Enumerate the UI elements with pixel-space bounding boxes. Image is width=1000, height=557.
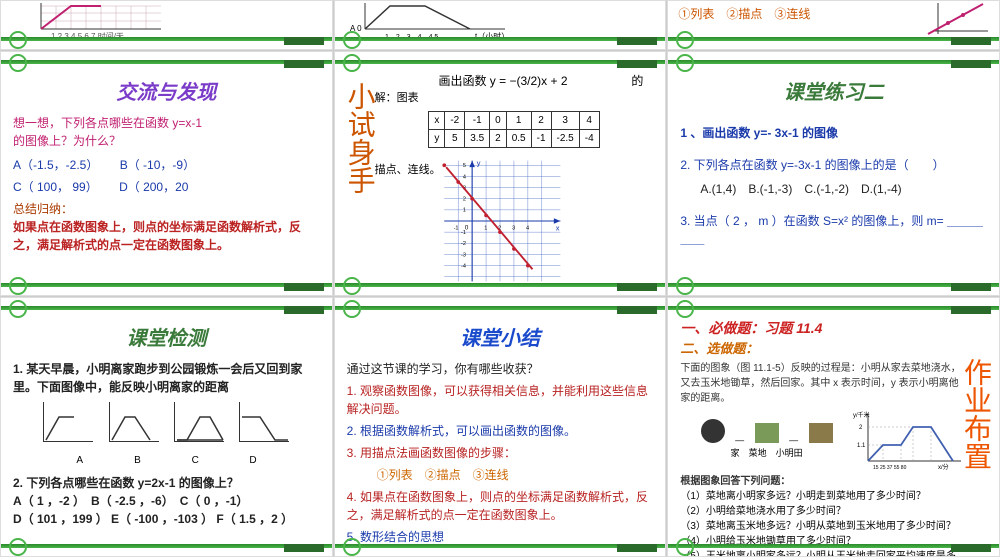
p3: 3. 用描点法画函数图像的步骤：	[347, 444, 654, 462]
sol-label: 解：图表	[375, 90, 654, 107]
value-table: x-2-101234 y53.520.5-1-2.5-4	[428, 111, 599, 148]
svg-text:15 25 37 55 80: 15 25 37 55 80	[873, 465, 907, 471]
top-slide-3: ①列表 ②描点 ③连线	[667, 0, 1000, 50]
svg-text:y: y	[476, 158, 480, 167]
divider	[668, 37, 999, 41]
intro: 通过这节课的学习，你有哪些收获？	[347, 360, 654, 378]
opts1: A（ 1 ，-2 ） B（ -2.5 ，-6） C（ 0 ，-1）	[13, 492, 320, 510]
svg-text:5: 5	[463, 163, 466, 169]
q2: 2. 下列各点哪些在函数 y=2x-1 的图像上？	[13, 474, 320, 492]
divider	[335, 37, 666, 41]
q2: 2. 下列各点在函数 y=-3x-1 的图像上的是（ ）	[680, 156, 987, 174]
label-d: D	[226, 453, 281, 468]
slide-r3c1: 课堂检测 1. 某天早晨，小明离家跑步到公园锻炼一会后又回到家里。下面图像中，能…	[0, 297, 333, 557]
svg-text:-1: -1	[461, 230, 466, 236]
slide-r2c3: 课堂练习二 1 、画出函数 y=- 3x-1 的图像 2. 下列各点在函数 y=…	[667, 51, 1000, 296]
opt-b: B（ -10，-9）	[120, 158, 195, 172]
q3: 3. 当点（ 2 ， m ）在函数 S=x² 的图像上，则 m= ＿＿＿＿＿	[680, 212, 987, 248]
story-pics: — — 家 菜地 小明田	[680, 419, 853, 461]
hq3: （3）菜地离玉米地多远？小明从菜地到玉米地用了多少时间？	[680, 519, 963, 534]
svg-text:1.1: 1.1	[857, 443, 866, 449]
svg-text:-4: -4	[461, 263, 466, 269]
mini-chart-3	[923, 1, 993, 37]
eq-post: 的	[631, 72, 643, 90]
divider	[1, 283, 332, 287]
q1: 1 、画出函数 y=- 3x-1 的图像	[680, 124, 987, 142]
title-r3c2: 课堂小结	[347, 324, 654, 354]
svg-text:1: 1	[484, 225, 487, 231]
intro2: 的图像上？为什么？	[13, 132, 320, 150]
slide-r3c3: 作业布置 一、必做题：习题 11.4 二、选做题： 下面的图象（图 11.1-5…	[667, 297, 1000, 557]
journey-graph: x/分 y/千米 1.1 2 15 25 37 55 80	[853, 409, 963, 471]
divider	[335, 544, 666, 548]
svg-text:4: 4	[463, 174, 466, 180]
hw-opt: 二、选做题：	[680, 339, 963, 359]
hq1: （1）菜地离小明家多远？小明走到菜地用了多少时间？	[680, 489, 963, 504]
title-r2c3: 课堂练习二	[680, 78, 987, 108]
svg-text:x/分: x/分	[938, 463, 949, 471]
top-slide-1: 1 2 3 4 5 6 7 时间/天	[0, 0, 333, 50]
plot-label: 描点、连线。	[375, 162, 441, 179]
q2-opts: A.(1,4) B.(-1,-3) C.(-1,-2) D.(1,-4)	[700, 180, 987, 198]
ask: 根据图象回答下列问题：	[680, 474, 963, 489]
label-b: B	[110, 453, 165, 468]
divider	[335, 283, 666, 287]
summary-label: 总结归纳：	[13, 200, 320, 218]
mini-chart-1: 1 2 3 4 5 6 7 时间/天	[1, 1, 332, 41]
svg-text:-1: -1	[453, 225, 458, 231]
opt-a: A（-1.5，-2.5）	[13, 158, 92, 172]
hq2: （2）小明给菜地浇水用了多少时间？	[680, 504, 963, 519]
divider	[668, 544, 999, 548]
top-slide-2: A 0 1 2 3 4 4.5 t（小时）	[334, 0, 667, 50]
p4: 4. 如果点在函数图象上，则点的坐标满足函数解析式，反之，满足解析式的点一定在函…	[347, 488, 654, 524]
opt-d: D（ 200，20	[119, 180, 188, 194]
opts2: D（ 101 ，199 ） E（ -100 ，-103 ） F（ 1.5 ，2 …	[13, 510, 320, 528]
slide-r2c2: 小试身手 画出函数 y = −(3/2)x + 2 的 解：图表 x-2-101…	[334, 51, 667, 296]
svg-text:2: 2	[859, 425, 863, 431]
slides-grid: 1 2 3 4 5 6 7 时间/天 A 0 1 2 3 4 4.5 t（小时）…	[0, 0, 1000, 557]
svg-text:y/千米: y/千米	[853, 411, 870, 419]
svg-text:-3: -3	[461, 252, 466, 258]
label-c: C	[168, 453, 223, 468]
divider	[1, 37, 332, 41]
desc: 下面的图象（图 11.1-5）反映的过程是：小明从家去菜地浇水，又去玉米地锄草，…	[680, 361, 963, 406]
steps: ①列表 ②描点 ③连线	[377, 466, 654, 484]
function-graph: xy 0 -11234 12345 -1-2-3-4	[435, 156, 565, 286]
svg-text:3: 3	[512, 225, 515, 231]
slide-r2c1: 交流与发现 想一想，下列各点哪些在函数 y=x-1 的图像上？为什么？ A（-1…	[0, 51, 333, 296]
hw-req: 一、必做题：习题 11.4	[680, 318, 963, 339]
svg-text:4: 4	[526, 225, 529, 231]
divider	[668, 283, 999, 287]
svg-text:-2: -2	[461, 241, 466, 247]
svg-text:1: 1	[463, 207, 466, 213]
svg-text:x: x	[555, 223, 559, 232]
title-r3c1: 课堂检测	[13, 324, 320, 354]
summary: 如果点在函数图象上，则点的坐标满足函数解析式，反之，满足解析式的点一定在函数图象…	[13, 218, 320, 254]
q1: 1. 某天早晨，小明离家跑步到公园锻炼一会后又回到家里。下面图像中，能反映小明离…	[13, 360, 320, 396]
label-a: A	[52, 453, 107, 468]
opt-c: C（ 100， 99）	[13, 180, 92, 194]
graph-options	[13, 402, 320, 447]
eq-pre: 画出函数	[438, 74, 486, 88]
svg-text:2: 2	[463, 196, 466, 202]
title-r2c1: 交流与发现	[13, 78, 320, 108]
equation: y = −(3/2)x + 2	[490, 74, 568, 88]
p1: 1. 观察函数图像，可以获得相关信息，并能利用这些信息解决问题。	[347, 382, 654, 418]
intro: 想一想，下列各点哪些在函数 y=x-1	[13, 116, 202, 130]
p2: 2. 根据函数解析式，可以画出函数的图像。	[347, 422, 654, 440]
slide-r3c2: 课堂小结 通过这节课的学习，你有哪些收获？ 1. 观察函数图像，可以获得相关信息…	[334, 297, 667, 557]
divider	[1, 544, 332, 548]
